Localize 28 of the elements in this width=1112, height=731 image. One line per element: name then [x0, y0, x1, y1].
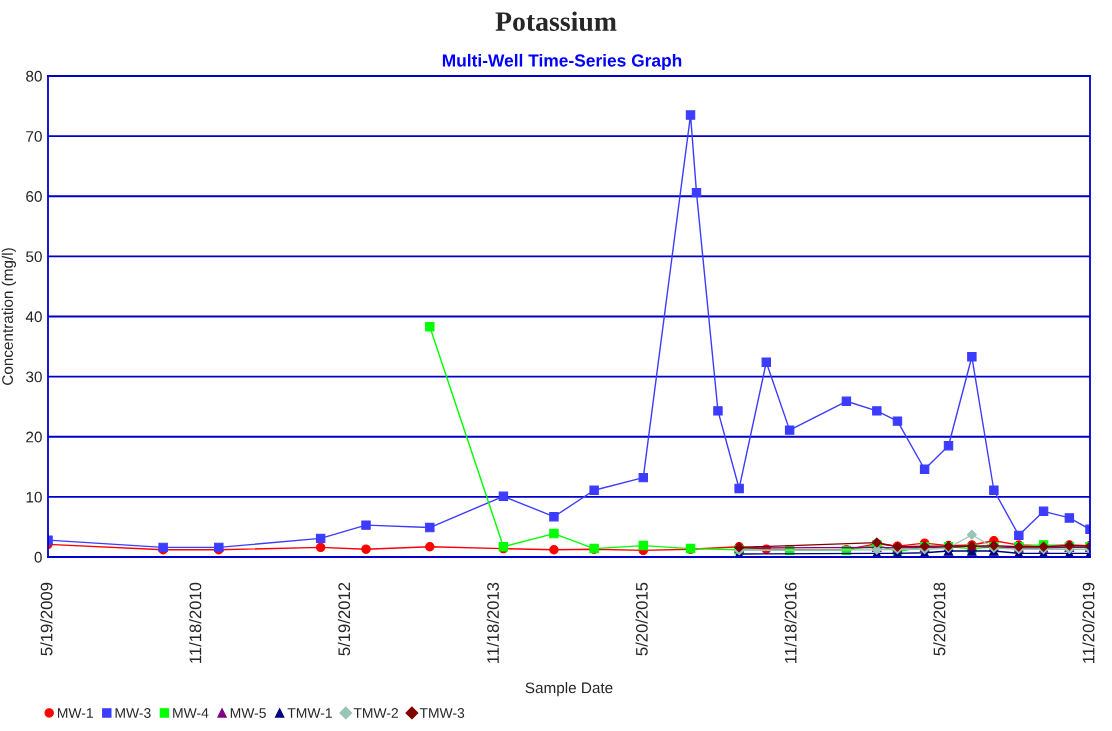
legend-label: MW-4	[173, 708, 209, 718]
y-tick-label: 60	[26, 191, 42, 202]
legend-label: MW-5	[230, 708, 266, 718]
chart-subtitle: Multi-Well Time-Series Graph	[442, 53, 682, 71]
x-tick-label: 5/20/2018	[933, 582, 946, 656]
y-tick-label: 80	[26, 70, 42, 82]
y-tick-label: 70	[26, 130, 42, 142]
x-tick-label: 5/19/2012	[337, 582, 351, 656]
x-tick-label: 11/20/2019	[1082, 582, 1095, 663]
legend-label: TMW-1	[287, 708, 332, 718]
y-axis-title: Concentration (mg/l)	[1, 248, 16, 385]
y-tick-label: 40	[25, 311, 42, 323]
x-axis-title: Sample Date	[525, 682, 613, 697]
x-tick-label: 11/18/2013	[486, 582, 499, 663]
legend-label: TMW-2	[353, 708, 398, 718]
y-tick-label: 10	[26, 491, 42, 503]
x-tick-label: 5/19/2009	[40, 582, 53, 656]
y-tick-label: 30	[26, 371, 42, 383]
x-tick-label: 5/20/2015	[635, 582, 648, 656]
x-tick-label: 11/18/2010	[189, 582, 202, 663]
x-tick-label: 11/18/2016	[784, 582, 797, 663]
chart-title: Potassium	[495, 11, 617, 32]
y-tick-label: 50	[26, 251, 42, 263]
y-tick-label: 0	[34, 551, 42, 563]
y-tick-label: 20	[26, 431, 42, 443]
legend-label: TMW-3	[419, 708, 465, 718]
legend-label: MW-3	[115, 708, 151, 718]
legend-label: MW-1	[57, 708, 93, 718]
